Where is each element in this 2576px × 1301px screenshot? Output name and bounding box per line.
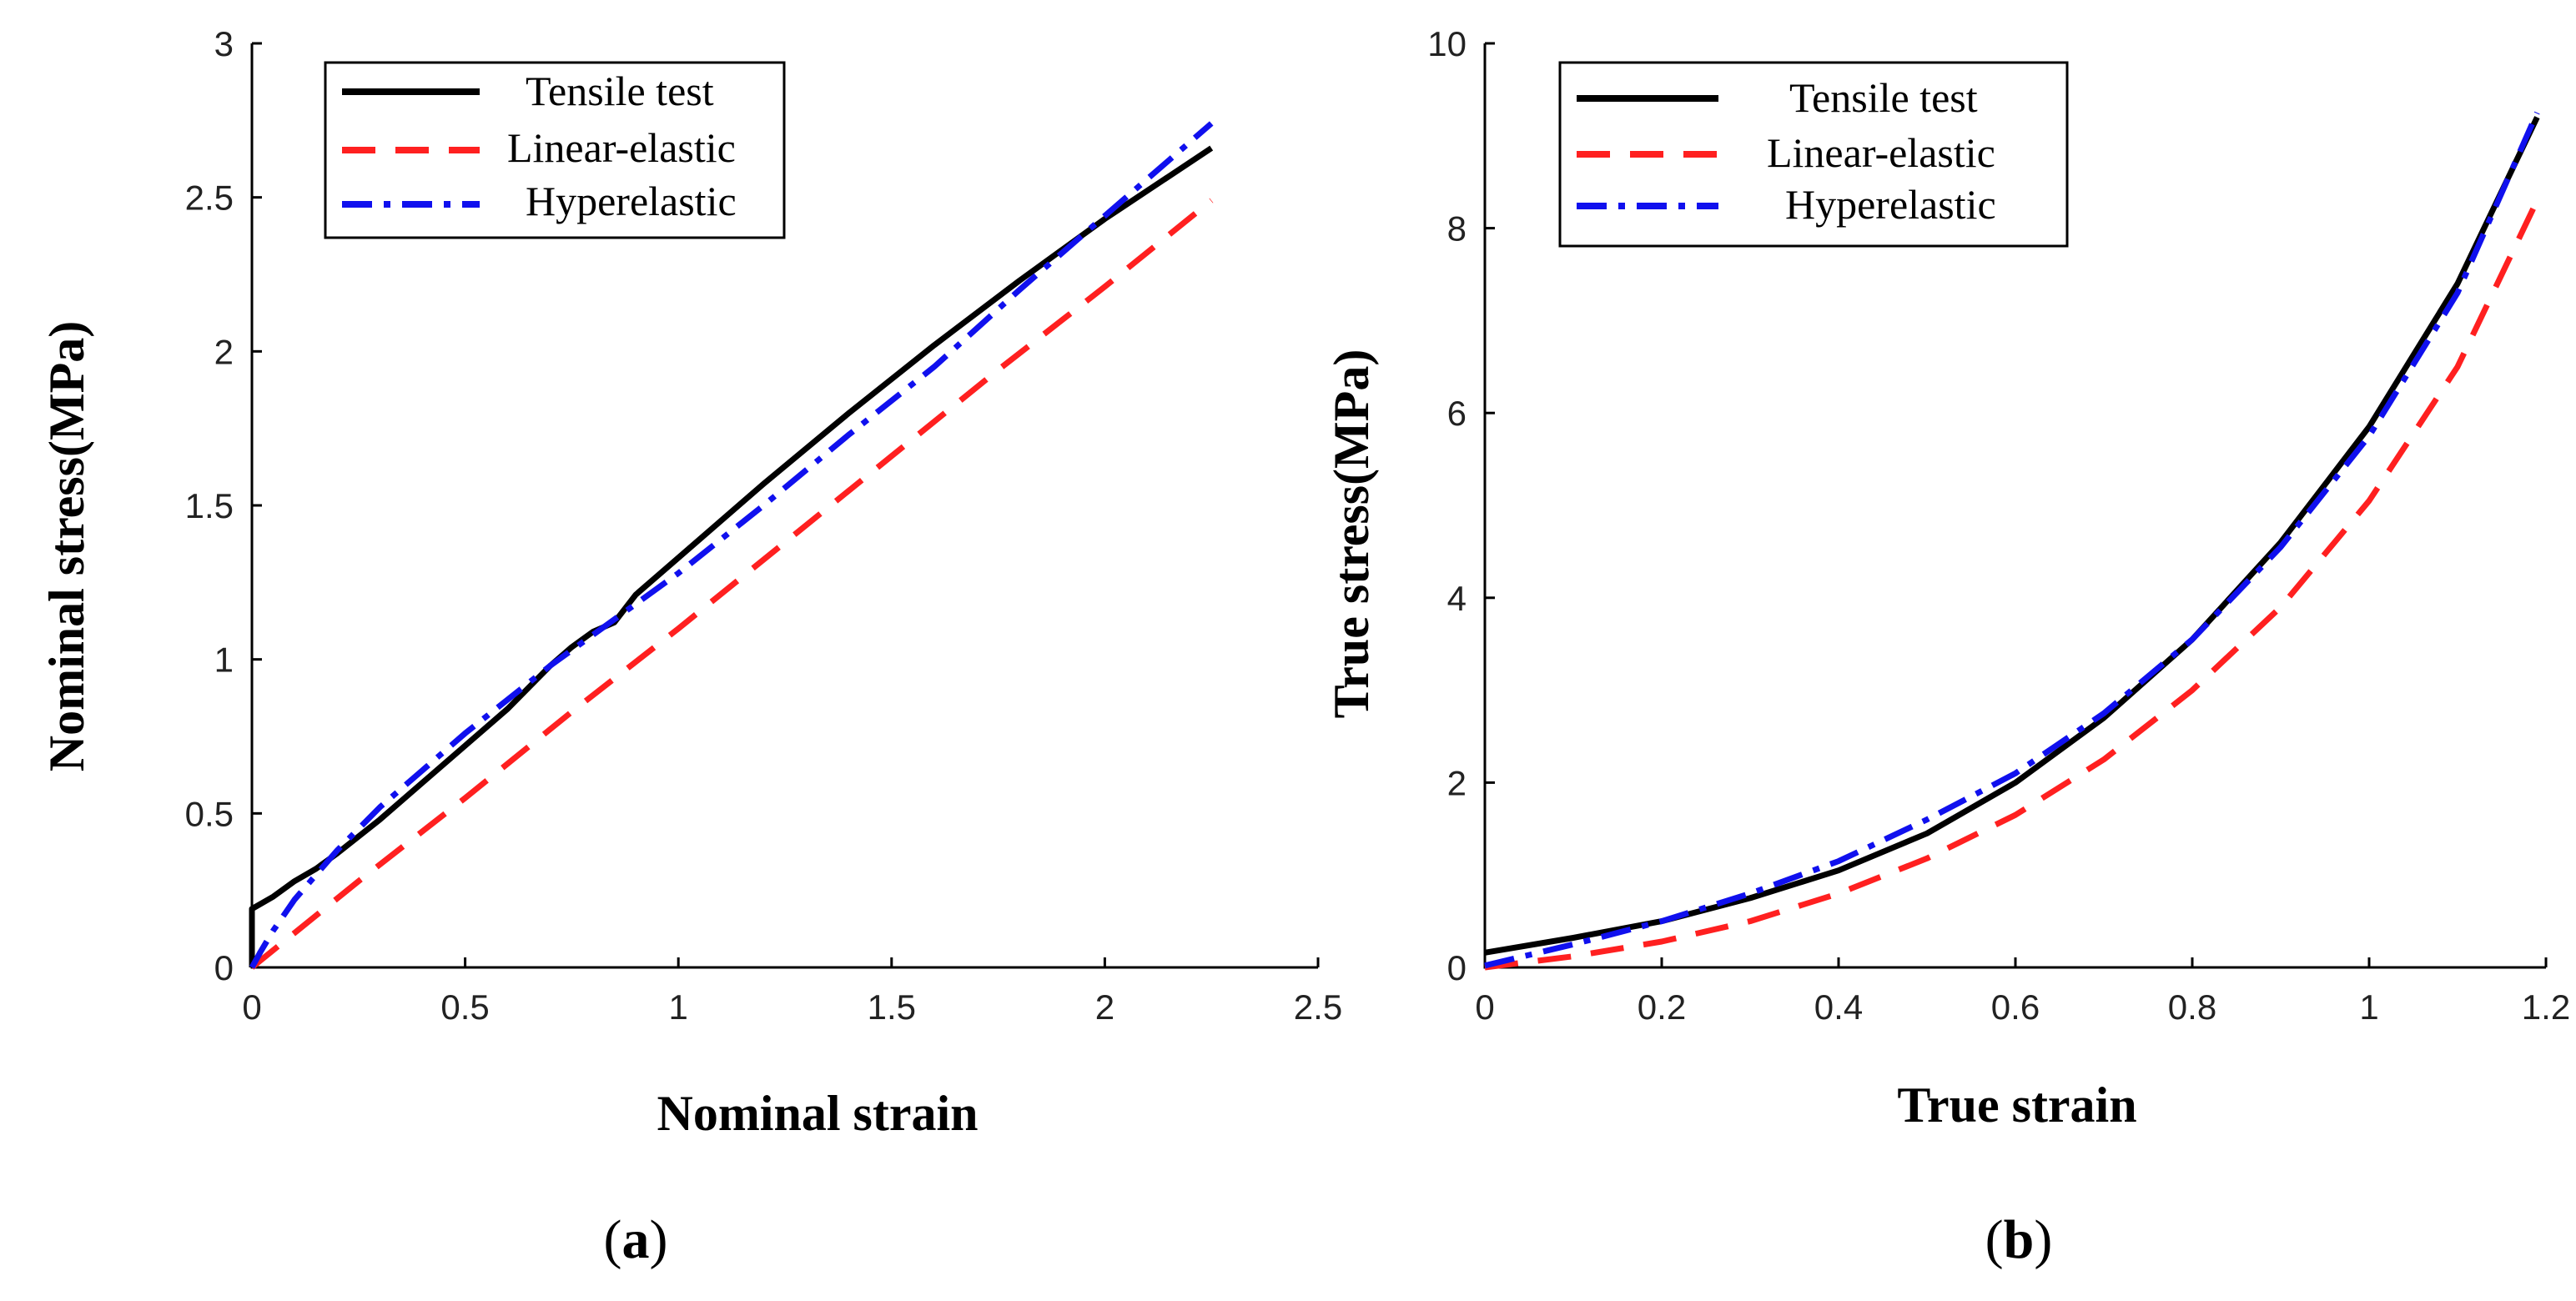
series-line-linear-elastic-b: [1484, 198, 2540, 971]
x-tick-label-a-1: 0.5: [440, 987, 489, 1027]
chart-panel-a: 0 0.5 1 1.5 2 2.5 0 0.5 1 1.5 2 2.5 3 Nominal strain…: [39, 24, 1342, 1270]
legend-label-linear-elastic-a: Linear-elastic: [507, 124, 736, 171]
panel-label-close-b: ): [2034, 1209, 2052, 1270]
y-axis-title-a: Nominal stress(MPa): [39, 321, 94, 771]
y-tick-label-a-6: 3: [214, 24, 234, 63]
legend-label-tensile-test-a: Tensile test: [526, 68, 714, 114]
panel-label-open-b: (: [1985, 1209, 2004, 1270]
series-line-hyperelastic-b: [1484, 111, 2540, 969]
y-tick-label-b-2: 4: [1447, 579, 1467, 618]
panel-label-open-a: (: [604, 1209, 622, 1270]
panel-label-b: (b): [1985, 1209, 2053, 1270]
x-tick-label-a-0: 0: [242, 987, 261, 1027]
series-layer-b: [1484, 111, 2540, 971]
series-line-linear-elastic-a: [249, 198, 1214, 970]
legend-label-linear-elastic-b: Linear-elastic: [1767, 129, 1995, 176]
panel-label-a: (a): [604, 1209, 668, 1270]
x-tick-label-a-3: 1.5: [868, 987, 916, 1027]
y-tick-label-b-5: 10: [1427, 24, 1467, 63]
x-tick-label-b-5: 1: [2359, 987, 2378, 1027]
legend-b: Tensile test Linear-elastic Hyperelastic: [1558, 61, 2069, 248]
legend-label-tensile-test-b: Tensile test: [1789, 74, 1978, 121]
x-tick-label-b-3: 0.6: [1991, 987, 2040, 1027]
y-tick-label-a-1: 0.5: [185, 794, 234, 833]
panel-letter-b: b: [2004, 1209, 2035, 1270]
y-tick-label-b-4: 8: [1447, 209, 1467, 249]
legend-a: Tensile test Linear-elastic Hyperelastic: [324, 61, 786, 239]
x-tick-label-b-0: 0: [1475, 987, 1494, 1027]
ticks-a: 0 0.5 1 1.5 2 2.5 0 0.5 1 1.5 2 2.5 3: [185, 24, 1343, 1027]
ticks-b: 0 0.2 0.4 0.6 0.8 1 1.2 0 2 4 6 8 10: [1427, 24, 2570, 1027]
y-tick-label-a-0: 0: [214, 948, 234, 987]
x-tick-label-b-4: 0.8: [2168, 987, 2216, 1027]
x-tick-label-b-2: 0.4: [1814, 987, 1863, 1027]
x-tick-label-b-6: 1.2: [2522, 987, 2570, 1027]
x-tick-label-a-5: 2.5: [1294, 987, 1342, 1027]
y-tick-label-b-0: 0: [1447, 948, 1467, 987]
panel-label-close-a: ): [650, 1209, 668, 1270]
y-tick-label-a-5: 2.5: [185, 178, 234, 218]
x-tick-label-a-4: 2: [1095, 987, 1114, 1027]
y-tick-label-a-2: 1: [214, 640, 234, 680]
x-tick-label-a-2: 1: [669, 987, 688, 1027]
y-tick-label-a-3: 1.5: [185, 486, 234, 525]
y-tick-label-b-3: 6: [1447, 394, 1467, 433]
x-axis-title-a: Nominal strain: [657, 1086, 978, 1141]
x-tick-label-b-1: 0.2: [1638, 987, 1686, 1027]
y-axis-title-b: True stress(MPa): [1324, 349, 1379, 719]
series-layer-a: [249, 121, 1214, 970]
x-axis-title-b: True strain: [1897, 1077, 2136, 1133]
y-tick-label-b-1: 2: [1447, 763, 1467, 802]
y-tick-label-a-4: 2: [214, 332, 234, 371]
legend-label-hyperelastic-b: Hyperelastic: [1785, 181, 1996, 228]
legend-label-hyperelastic-a: Hyperelastic: [526, 178, 737, 224]
chart-panel-b: 0 0.2 0.4 0.6 0.8 1 1.2 0 2 4 6 8 10 True strain Tru…: [1324, 24, 2570, 1270]
panel-letter-a: a: [622, 1209, 650, 1270]
series-line-hyperelastic-a: [249, 121, 1214, 969]
